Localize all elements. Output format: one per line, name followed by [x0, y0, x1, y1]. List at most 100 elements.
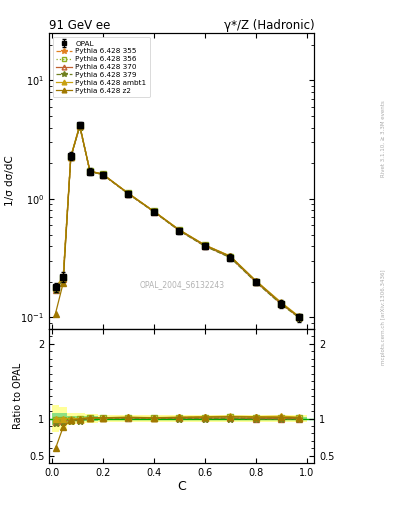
- Legend: OPAL, Pythia 6.428 355, Pythia 6.428 356, Pythia 6.428 370, Pythia 6.428 379, Py: OPAL, Pythia 6.428 355, Pythia 6.428 356…: [53, 37, 150, 97]
- Pythia 6.428 ambt1: [177, 227, 182, 233]
- Pythia 6.428 370: [68, 154, 73, 160]
- Bar: [75, 416, 85, 421]
- Pythia 6.428 ambt1: [61, 274, 66, 280]
- Pythia 6.428 355: [202, 242, 207, 248]
- Pythia 6.428 z2: [77, 122, 82, 129]
- Pythia 6.428 z2: [126, 190, 130, 196]
- Pythia 6.428 370: [177, 227, 182, 233]
- Pythia 6.428 356: [177, 227, 182, 233]
- Bar: [51, 413, 59, 424]
- Pythia 6.428 370: [126, 190, 130, 197]
- Pythia 6.428 z2: [253, 278, 258, 284]
- Pythia 6.428 z2: [297, 314, 301, 320]
- Pythia 6.428 379: [77, 123, 82, 130]
- Line: Pythia 6.428 379: Pythia 6.428 379: [52, 123, 303, 321]
- Bar: [116, 415, 141, 422]
- Bar: [116, 417, 141, 420]
- Pythia 6.428 355: [61, 275, 66, 281]
- Pythia 6.428 379: [68, 155, 73, 161]
- Pythia 6.428 356: [253, 279, 258, 285]
- Pythia 6.428 ambt1: [297, 313, 301, 319]
- Pythia 6.428 ambt1: [53, 284, 58, 290]
- Bar: [256, 417, 307, 420]
- Pythia 6.428 z2: [202, 242, 207, 248]
- Text: OPAL_2004_S6132243: OPAL_2004_S6132243: [139, 280, 224, 289]
- Pythia 6.428 379: [228, 254, 233, 261]
- Bar: [141, 417, 179, 420]
- Pythia 6.428 ambt1: [100, 171, 105, 177]
- Pythia 6.428 z2: [53, 310, 58, 316]
- Pythia 6.428 z2: [88, 168, 92, 174]
- Pythia 6.428 356: [61, 275, 66, 281]
- Pythia 6.428 355: [151, 208, 156, 215]
- Bar: [97, 417, 116, 420]
- Pythia 6.428 379: [61, 276, 66, 282]
- Pythia 6.428 z2: [100, 171, 105, 177]
- Pythia 6.428 ambt1: [202, 242, 207, 248]
- Pythia 6.428 356: [228, 254, 233, 260]
- Y-axis label: Ratio to OPAL: Ratio to OPAL: [13, 363, 23, 429]
- Pythia 6.428 379: [297, 315, 301, 321]
- Pythia 6.428 355: [297, 314, 301, 321]
- Pythia 6.428 370: [151, 208, 156, 215]
- Pythia 6.428 370: [253, 279, 258, 285]
- Pythia 6.428 356: [126, 190, 130, 197]
- Pythia 6.428 370: [53, 287, 58, 293]
- Pythia 6.428 355: [253, 278, 258, 284]
- Pythia 6.428 356: [279, 301, 284, 307]
- Pythia 6.428 ambt1: [253, 278, 258, 284]
- Pythia 6.428 370: [279, 301, 284, 307]
- Pythia 6.428 z2: [61, 280, 66, 286]
- Pythia 6.428 356: [151, 208, 156, 215]
- Bar: [179, 415, 217, 422]
- Pythia 6.428 ambt1: [68, 153, 73, 159]
- Pythia 6.428 356: [202, 242, 207, 248]
- Pythia 6.428 356: [77, 123, 82, 129]
- Pythia 6.428 356: [53, 285, 58, 291]
- Pythia 6.428 355: [228, 253, 233, 260]
- Bar: [85, 416, 97, 421]
- Pythia 6.428 ambt1: [77, 122, 82, 128]
- Text: Rivet 3.1.10, ≥ 3.3M events: Rivet 3.1.10, ≥ 3.3M events: [381, 100, 386, 177]
- Pythia 6.428 379: [151, 209, 156, 215]
- Bar: [217, 417, 256, 420]
- Pythia 6.428 355: [100, 171, 105, 177]
- Line: Pythia 6.428 356: Pythia 6.428 356: [53, 123, 302, 320]
- Pythia 6.428 356: [68, 154, 73, 160]
- Bar: [85, 414, 97, 423]
- Pythia 6.428 370: [61, 276, 66, 282]
- Pythia 6.428 379: [88, 168, 92, 175]
- Bar: [217, 415, 256, 422]
- Pythia 6.428 z2: [228, 253, 233, 260]
- Bar: [67, 416, 75, 421]
- Text: 91 GeV ee: 91 GeV ee: [49, 19, 110, 32]
- Line: Pythia 6.428 370: Pythia 6.428 370: [53, 123, 302, 320]
- Pythia 6.428 ambt1: [151, 208, 156, 214]
- Pythia 6.428 379: [126, 191, 130, 197]
- Y-axis label: 1/σ dσ/dC: 1/σ dσ/dC: [5, 156, 15, 206]
- Pythia 6.428 370: [100, 172, 105, 178]
- Pythia 6.428 z2: [68, 154, 73, 160]
- Pythia 6.428 355: [68, 154, 73, 160]
- Pythia 6.428 356: [88, 168, 92, 175]
- Pythia 6.428 ambt1: [88, 168, 92, 174]
- Pythia 6.428 ambt1: [279, 300, 284, 306]
- Bar: [51, 405, 59, 432]
- Pythia 6.428 ambt1: [126, 190, 130, 196]
- Pythia 6.428 379: [100, 172, 105, 178]
- Bar: [141, 415, 179, 422]
- Bar: [256, 415, 307, 422]
- Bar: [75, 413, 85, 424]
- Pythia 6.428 z2: [177, 227, 182, 233]
- Pythia 6.428 355: [53, 286, 58, 292]
- Line: Pythia 6.428 355: Pythia 6.428 355: [52, 122, 303, 321]
- X-axis label: C: C: [177, 480, 186, 493]
- Line: Pythia 6.428 ambt1: Pythia 6.428 ambt1: [53, 122, 302, 319]
- Pythia 6.428 355: [279, 300, 284, 306]
- Pythia 6.428 z2: [151, 208, 156, 215]
- Pythia 6.428 ambt1: [228, 253, 233, 259]
- Pythia 6.428 370: [202, 243, 207, 249]
- Pythia 6.428 355: [77, 123, 82, 129]
- Pythia 6.428 370: [297, 314, 301, 321]
- Line: Pythia 6.428 z2: Pythia 6.428 z2: [53, 122, 302, 319]
